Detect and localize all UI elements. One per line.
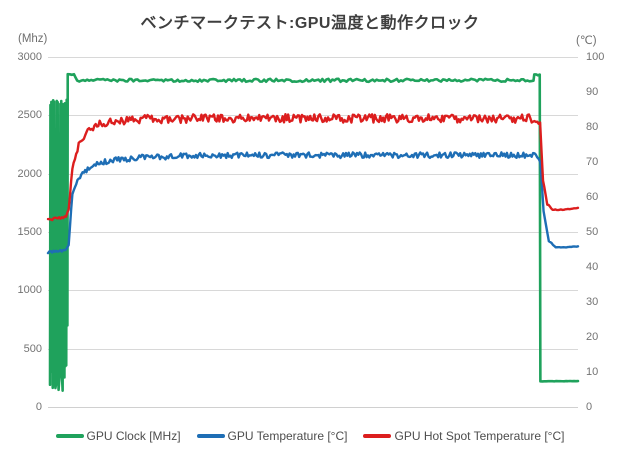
left-axis-unit-label: (Mhz) xyxy=(18,33,48,45)
right-axis-unit-label: (℃) xyxy=(576,35,597,47)
legend-label-gpu-temperature: GPU Temperature [°C] xyxy=(227,429,348,443)
right-tick-0: 0 xyxy=(586,401,593,413)
series-line-0 xyxy=(48,72,580,392)
legend-item-hot-spot-temperature: GPU Hot Spot Temperature [°C] xyxy=(363,429,564,443)
legend: GPU Clock [MHz] GPU Temperature [°C] GPU… xyxy=(0,429,620,443)
right-tick-50: 50 xyxy=(586,226,599,238)
legend-item-gpu-clock: GPU Clock [MHz] xyxy=(55,429,181,443)
chart-title: ベンチマークテスト:GPU温度と動作クロック xyxy=(140,15,480,32)
legend-swatch-gpu-clock xyxy=(55,434,84,438)
left-tick-1500: 1500 xyxy=(17,226,42,238)
legend-label-hot-spot-temperature: GPU Hot Spot Temperature [°C] xyxy=(394,429,565,443)
right-tick-60: 60 xyxy=(586,191,599,203)
right-tick-30: 30 xyxy=(586,296,599,308)
left-tick-500: 500 xyxy=(23,342,42,355)
left-tick-2000: 2000 xyxy=(17,167,42,180)
series-line-2 xyxy=(46,113,580,222)
left-tick-1000: 1000 xyxy=(17,284,42,297)
left-tick-0: 0 xyxy=(35,401,42,413)
right-tick-80: 80 xyxy=(586,121,599,133)
right-tick-70: 70 xyxy=(586,156,599,168)
legend-swatch-hot-spot-temperature xyxy=(363,434,392,438)
right-tick-90: 90 xyxy=(586,86,599,98)
legend-label-gpu-clock: GPU Clock [MHz] xyxy=(86,429,181,443)
right-tick-100: 100 xyxy=(586,51,605,63)
left-tick-2500: 2500 xyxy=(17,109,42,122)
legend-item-gpu-temperature: GPU Temperature [°C] xyxy=(196,429,348,443)
right-tick-20: 20 xyxy=(586,331,599,343)
left-tick-3000: 3000 xyxy=(17,51,42,63)
series-line-1 xyxy=(46,151,580,255)
right-tick-10: 10 xyxy=(586,366,599,378)
legend-swatch-gpu-temperature xyxy=(196,434,225,438)
right-tick-40: 40 xyxy=(586,261,599,273)
